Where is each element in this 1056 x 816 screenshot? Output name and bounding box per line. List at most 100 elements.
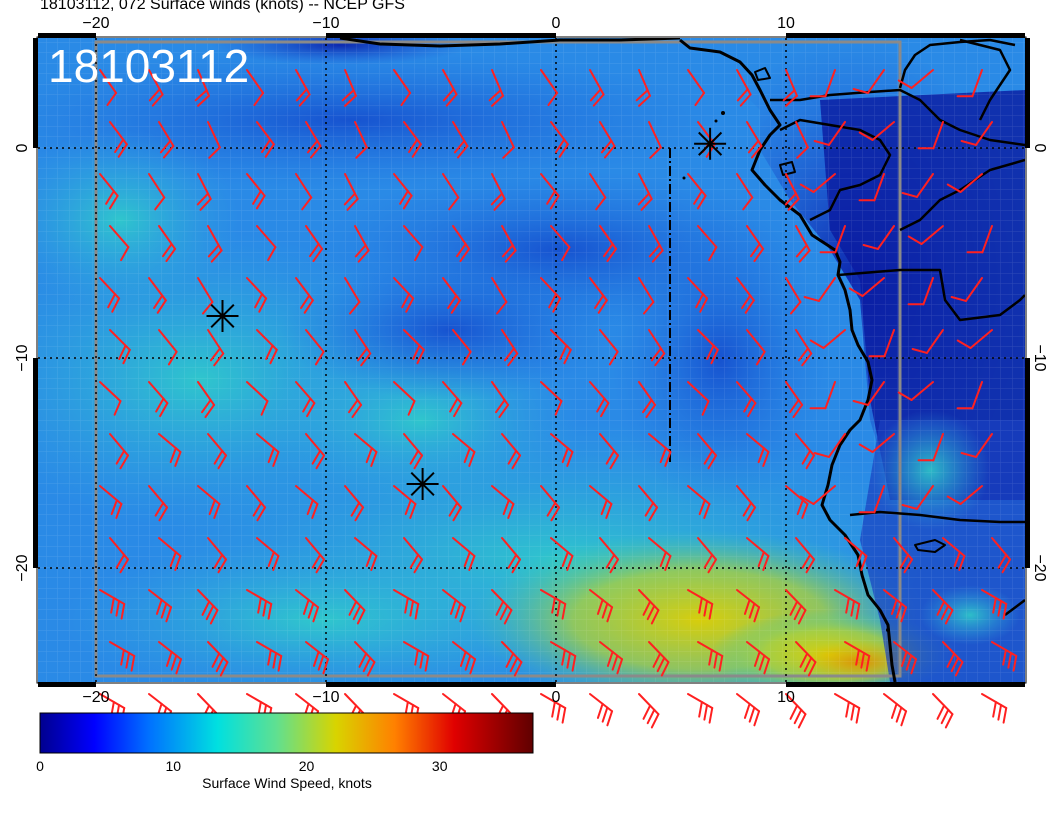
wind-barb [158,225,177,263]
wind-barb [354,537,378,571]
wind-barb [799,173,836,193]
wind-barb [589,381,610,418]
wind-barb [687,589,714,620]
wind-barb [687,69,706,107]
wind-barb [550,225,571,262]
wind-barb [844,537,868,571]
wind-barb [736,69,752,107]
wind-barb [648,641,670,677]
wind-barb [148,69,164,107]
wind-barb [795,329,813,367]
wind-barb [638,277,655,315]
wind-barb [403,641,430,672]
wind-barb [589,69,605,107]
wind-barb [858,433,895,453]
wind-barb [158,537,182,571]
wind-barb [442,589,467,623]
wind-barb [148,381,169,418]
latitude-labels-left: 0 −10 −20 [14,143,31,581]
wind-barb [197,277,214,315]
wind-barb [950,277,983,302]
wind-barb [295,381,316,418]
wind-barb [956,69,983,98]
wind-barb [109,537,129,574]
wind-barb [589,589,614,623]
wind-barb [648,433,672,467]
wind-barb [403,121,422,158]
wind-barb [736,589,761,623]
wind-barb [785,485,809,519]
wind-barb [305,225,324,263]
wind-barb [589,693,614,727]
lat-tick-label: 0 [1031,144,1048,153]
wind-barb [858,173,885,202]
wind-barb [246,277,268,313]
frame-bands [33,33,1030,687]
wind-barb [452,121,469,159]
colorbar-tick-label: 0 [36,758,44,774]
wind-barb [99,381,122,416]
wind-barb [746,121,763,159]
wind-barb [991,641,1018,672]
wind-barb [295,589,320,623]
wind-barb [852,381,885,406]
wind-barb [834,589,861,620]
wind-barb [99,485,123,519]
wind-barb [550,433,574,467]
wind-barb [256,433,280,467]
wind-barb [868,329,895,358]
wind-barb [911,329,944,354]
wind-barb [305,121,322,159]
wind-barb [917,433,944,462]
wind-barb [746,433,770,467]
wind-barb [946,173,983,193]
wind-barb [305,537,325,574]
wind-barb [795,121,809,159]
wind-barb [599,641,624,675]
wind-barb [782,69,798,107]
wind-barb [501,433,521,470]
wind-barb [687,693,714,724]
wind-barb [207,537,227,574]
wind-barb [196,173,212,211]
wind-barb [540,485,560,522]
wind-barb [956,381,983,410]
wind-barb [158,433,182,467]
wind-barb [501,537,521,574]
wind-barb [403,537,423,574]
wind-barb [403,225,424,262]
wind-barb [834,693,861,724]
wind-barb [246,381,269,416]
wind-barb [638,589,660,625]
wind-barb [148,173,166,211]
wind-barb [746,329,766,366]
colorbar [39,712,534,754]
wind-barb [452,433,476,467]
storm-marker-south [406,468,439,500]
wind-barb [491,381,510,419]
colorbar-tick-label: 20 [298,758,315,774]
wind-barb [635,69,651,107]
wind-barb [942,537,966,571]
storm-marker-gulf [694,127,727,160]
wind-barb [799,485,836,505]
wind-barb [354,225,370,263]
wind-barb [697,329,719,365]
wind-barb [99,589,126,620]
wind-barb [785,277,802,315]
lon-tick-label: 0 [552,689,561,706]
wind-barb [344,277,361,315]
wind-barb [442,173,460,211]
wind-barb [99,173,119,210]
wind-barb [687,173,707,210]
wind-barb [501,641,523,677]
wind-barb [442,69,458,107]
wind-barb [393,485,417,519]
wind-barb [648,329,666,367]
wind-barb [148,485,168,522]
longitude-labels-bottom: −20 −10 0 10 [82,689,795,706]
wind-barb [305,641,330,675]
map-title: 18103112, 072 Surface winds (knots) -- N… [40,0,405,13]
wind-barb [197,589,219,625]
date-stamp: 18103112 [48,40,249,92]
